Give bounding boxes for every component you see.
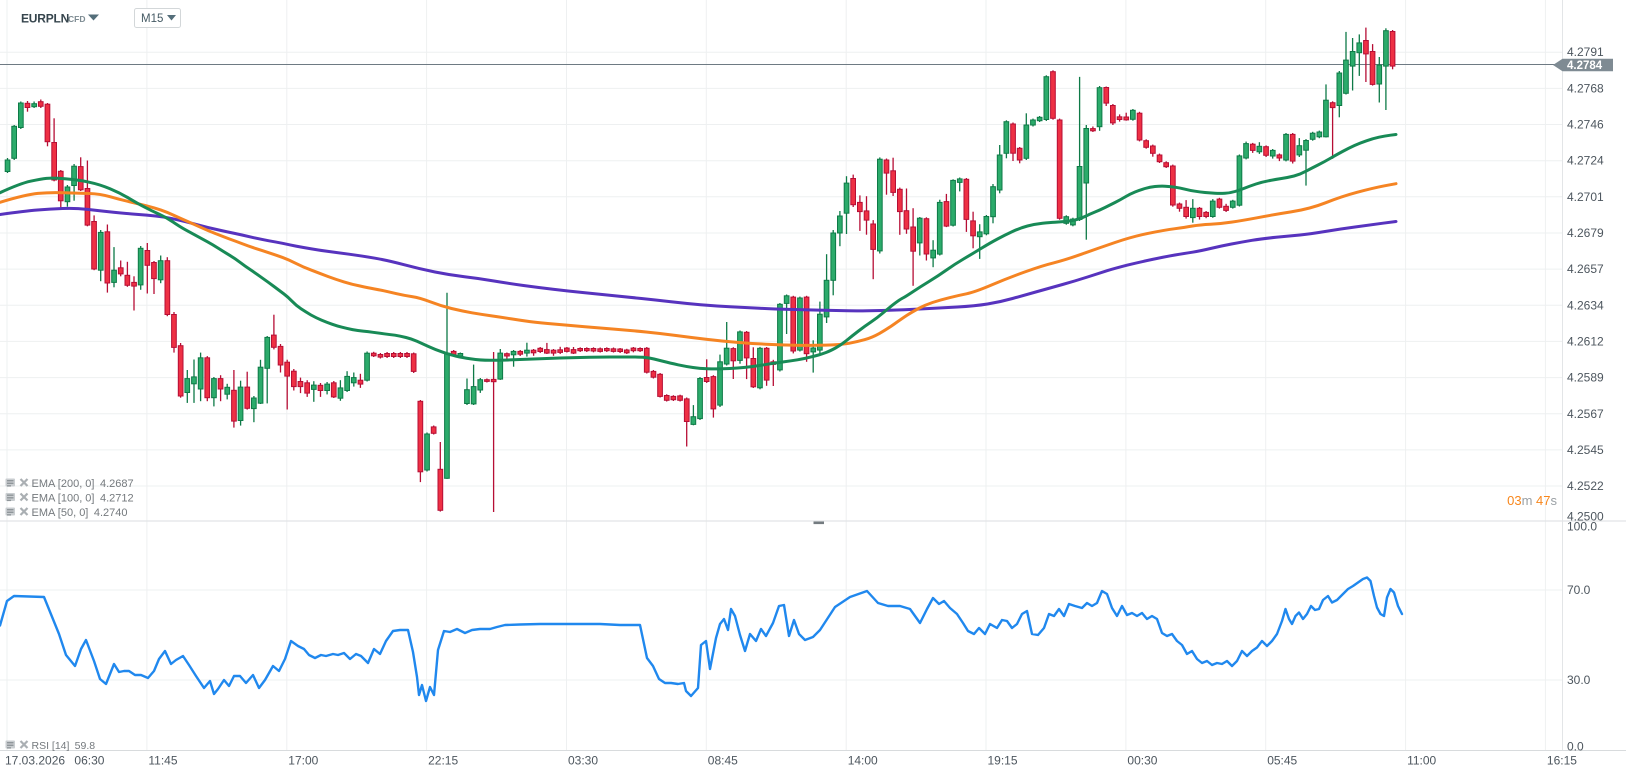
svg-text:30.0: 30.0 [1567, 673, 1591, 687]
svg-text:4.2522: 4.2522 [1567, 479, 1604, 493]
svg-text:RSI [14] 59.8: RSI [14] 59.8 [32, 740, 96, 752]
svg-text:4.2500: 4.2500 [1567, 510, 1604, 524]
svg-text:08:45: 08:45 [708, 754, 738, 768]
svg-text:EMA [200, 0] 4.2687: EMA [200, 0] 4.2687 [32, 478, 134, 490]
svg-text:19:15: 19:15 [988, 754, 1018, 768]
svg-text:05:45: 05:45 [1267, 754, 1297, 768]
svg-text:4.2701: 4.2701 [1567, 190, 1604, 204]
svg-text:4.2768: 4.2768 [1567, 81, 1604, 95]
svg-text:14:00: 14:00 [848, 754, 878, 768]
svg-text:100.0: 100.0 [1567, 520, 1597, 534]
svg-text:4.2746: 4.2746 [1567, 118, 1604, 132]
svg-text:EMA [50, 0] 4.2740: EMA [50, 0] 4.2740 [32, 507, 128, 519]
svg-text:4.2634: 4.2634 [1567, 298, 1604, 312]
svg-text:00:30: 00:30 [1127, 754, 1157, 768]
svg-text:11:45: 11:45 [148, 754, 177, 768]
svg-text:4.2679: 4.2679 [1567, 226, 1604, 240]
svg-text:4.2612: 4.2612 [1567, 334, 1604, 348]
svg-text:4.2791: 4.2791 [1567, 45, 1604, 59]
svg-text:4.2657: 4.2657 [1567, 262, 1604, 276]
svg-text:CFD: CFD [68, 14, 85, 24]
svg-text:4.2724: 4.2724 [1567, 154, 1604, 168]
svg-text:11:00: 11:00 [1407, 754, 1436, 768]
svg-text:4.2567: 4.2567 [1567, 407, 1604, 421]
svg-text:70.0: 70.0 [1567, 583, 1591, 597]
svg-text:4.2784: 4.2784 [1567, 60, 1603, 72]
svg-text:M15: M15 [141, 13, 163, 25]
svg-text:17:00: 17:00 [288, 754, 318, 768]
svg-text:17.03.2026 06:30: 17.03.2026 06:30 [5, 754, 105, 768]
svg-text:EURPLN: EURPLN [21, 12, 69, 26]
svg-text:03:30: 03:30 [568, 754, 598, 768]
svg-text:EMA [100, 0] 4.2712: EMA [100, 0] 4.2712 [32, 493, 134, 505]
svg-text:4.2589: 4.2589 [1567, 371, 1604, 385]
svg-text:4.2545: 4.2545 [1567, 443, 1604, 457]
svg-text:03m 47s: 03m 47s [1507, 493, 1557, 508]
svg-text:16:15: 16:15 [1547, 754, 1577, 768]
svg-text:0.0: 0.0 [1567, 740, 1584, 754]
svg-text:22:15: 22:15 [428, 754, 458, 768]
